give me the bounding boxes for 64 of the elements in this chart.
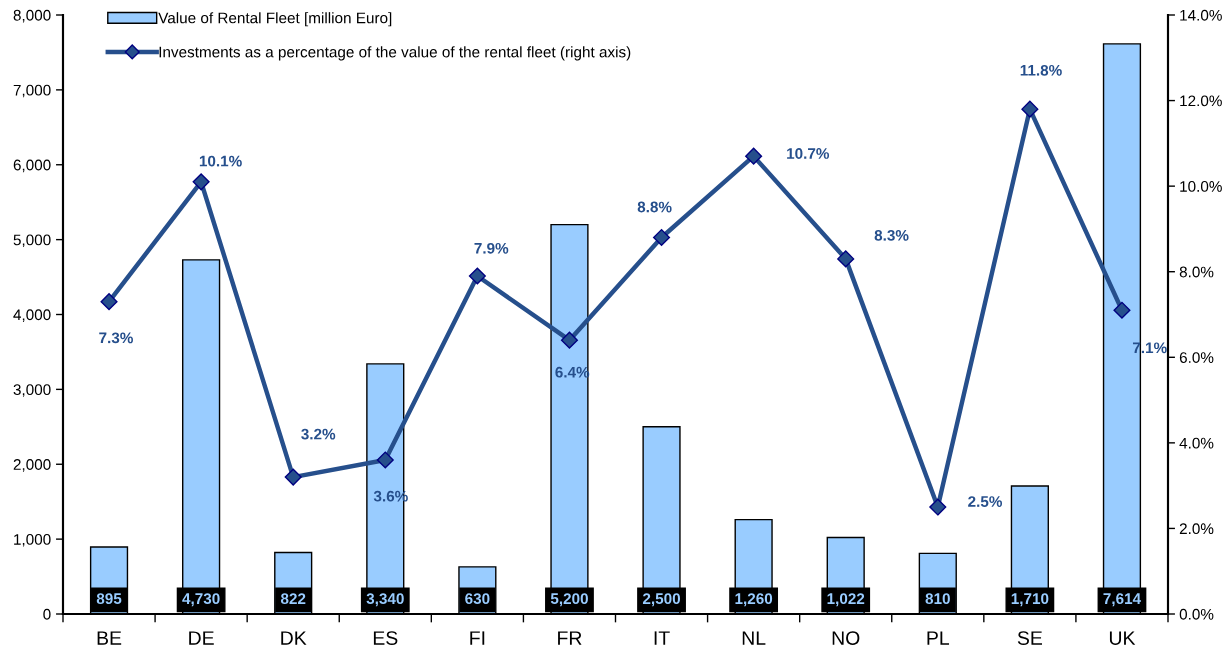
data-label: 3,340 [366,593,404,607]
legend-label: Value of Rental Fleet [million Euro] [158,12,392,27]
y2-tick-label: 0.0% [1179,608,1214,620]
data-label: 5,200 [550,593,588,607]
data-label: 822 [280,593,306,605]
data-label: 8.3% [874,229,909,241]
data-label: 7.3% [99,332,133,344]
legend-label: Investments as a percentage of the value of the rental fleet (right axis) [159,46,631,61]
y2-tick-label: 8.0% [1179,266,1214,278]
data-label: 10.1% [199,155,242,167]
point [745,147,763,165]
y2-tick-label: 14.0% [1180,9,1222,21]
y2-tick-label: 10.0% [1180,181,1222,192]
data-label: 7.9% [474,242,509,254]
data-label: 4,730 [182,593,220,607]
x-tick-label: DK [281,631,307,645]
point [1113,301,1131,319]
data-label: 2,500 [642,593,681,607]
x-tick-label: SE [1017,631,1043,645]
y2-tick-label: 12.0% [1180,95,1222,107]
x-tick-label: IT [654,631,670,645]
data-label: 630 [465,593,490,605]
y-tick-label: 1,000 [14,533,51,547]
y2-tick-label: 6.0% [1179,352,1214,363]
point [1021,100,1039,118]
data-label: 11.8% [1020,64,1062,76]
data-label: 1,260 [735,593,773,607]
point [468,267,486,285]
point [376,451,394,469]
x-tick-label: UK [1109,631,1136,645]
data-label: 1,022 [827,593,865,607]
y-tick-label: 8,000 [13,9,51,23]
y2-tick-label: 2.0% [1179,523,1214,535]
data-label: 810 [925,593,950,605]
data-label: 7,614 [1103,593,1141,607]
x-tick-label: BE [97,631,122,645]
x-tick-label: FI [470,631,485,645]
point [837,250,855,268]
x-tick-label: NO [832,631,860,645]
data-label: 10.7% [787,148,830,159]
point [652,228,671,247]
point [929,498,947,516]
point [100,293,118,311]
y-tick-label: 3,000 [13,384,51,397]
y-tick-label: 5,000 [13,234,51,248]
data-label: 895 [96,593,122,605]
data-label: 8.8% [637,201,672,213]
x-tick-label: DE [189,631,214,645]
x-tick-label: NL [742,631,766,645]
point [560,331,579,349]
x-tick-label: FR [558,631,582,645]
data-label: 3.2% [301,428,336,440]
data-label: 1,710 [1011,593,1049,607]
y-tick-label: 7,000 [13,84,51,98]
point [192,173,210,191]
y-tick-label: 6,000 [13,159,51,173]
data-label: 2.5% [968,496,1003,507]
point [284,468,302,486]
x-tick-label: PL [927,631,950,645]
y2-tick-label: 4.0% [1179,437,1214,449]
y-tick-label: 0 [43,608,51,620]
y-tick-label: 2,000 [13,459,51,472]
y-tick-label: 4,000 [13,309,51,322]
x-tick-label: ES [373,631,398,645]
